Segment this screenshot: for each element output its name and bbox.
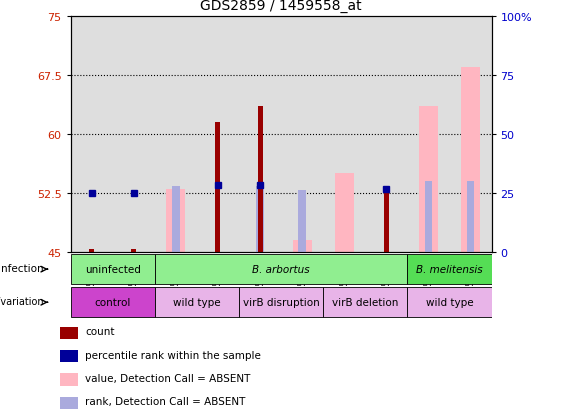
Bar xyxy=(425,181,432,252)
Bar xyxy=(60,397,77,409)
FancyBboxPatch shape xyxy=(407,287,492,317)
Bar xyxy=(166,189,185,252)
Bar xyxy=(281,17,323,252)
Bar xyxy=(450,17,492,252)
Bar xyxy=(131,249,136,252)
Bar xyxy=(323,17,366,252)
Bar xyxy=(197,17,239,252)
Bar xyxy=(239,17,281,252)
Text: wild type: wild type xyxy=(173,297,221,308)
Bar xyxy=(419,107,438,252)
Bar xyxy=(155,17,197,252)
Text: percentile rank within the sample: percentile rank within the sample xyxy=(85,350,261,360)
Text: infection: infection xyxy=(0,263,44,273)
Bar xyxy=(298,191,306,252)
Text: count: count xyxy=(85,327,115,337)
Text: B. arbortus: B. arbortus xyxy=(253,264,310,275)
FancyBboxPatch shape xyxy=(239,287,323,317)
Bar xyxy=(89,249,94,252)
Bar xyxy=(467,181,474,252)
Bar xyxy=(407,17,450,252)
Bar xyxy=(172,187,180,252)
Text: virB disruption: virB disruption xyxy=(243,297,319,308)
Bar xyxy=(258,107,263,252)
FancyBboxPatch shape xyxy=(71,287,155,317)
Bar xyxy=(293,240,312,252)
Text: B. melitensis: B. melitensis xyxy=(416,264,483,275)
Bar xyxy=(71,17,113,252)
FancyBboxPatch shape xyxy=(155,287,239,317)
Bar xyxy=(60,327,77,339)
Title: GDS2859 / 1459558_at: GDS2859 / 1459558_at xyxy=(200,0,362,13)
Bar xyxy=(384,193,389,252)
Bar xyxy=(215,122,220,252)
Bar xyxy=(257,187,264,252)
FancyBboxPatch shape xyxy=(155,254,407,284)
Text: wild type: wild type xyxy=(425,297,473,308)
Text: uninfected: uninfected xyxy=(85,264,141,275)
Bar xyxy=(334,173,354,252)
Text: value, Detection Call = ABSENT: value, Detection Call = ABSENT xyxy=(85,373,250,383)
Text: control: control xyxy=(94,297,131,308)
Bar xyxy=(461,67,480,252)
Text: virB deletion: virB deletion xyxy=(332,297,398,308)
FancyBboxPatch shape xyxy=(407,254,492,284)
Bar xyxy=(60,350,77,362)
FancyBboxPatch shape xyxy=(71,254,155,284)
Text: rank, Detection Call = ABSENT: rank, Detection Call = ABSENT xyxy=(85,396,245,406)
FancyBboxPatch shape xyxy=(323,287,407,317)
Bar xyxy=(113,17,155,252)
Text: genotype/variation: genotype/variation xyxy=(0,296,44,306)
Bar xyxy=(365,17,407,252)
Bar xyxy=(60,373,77,386)
